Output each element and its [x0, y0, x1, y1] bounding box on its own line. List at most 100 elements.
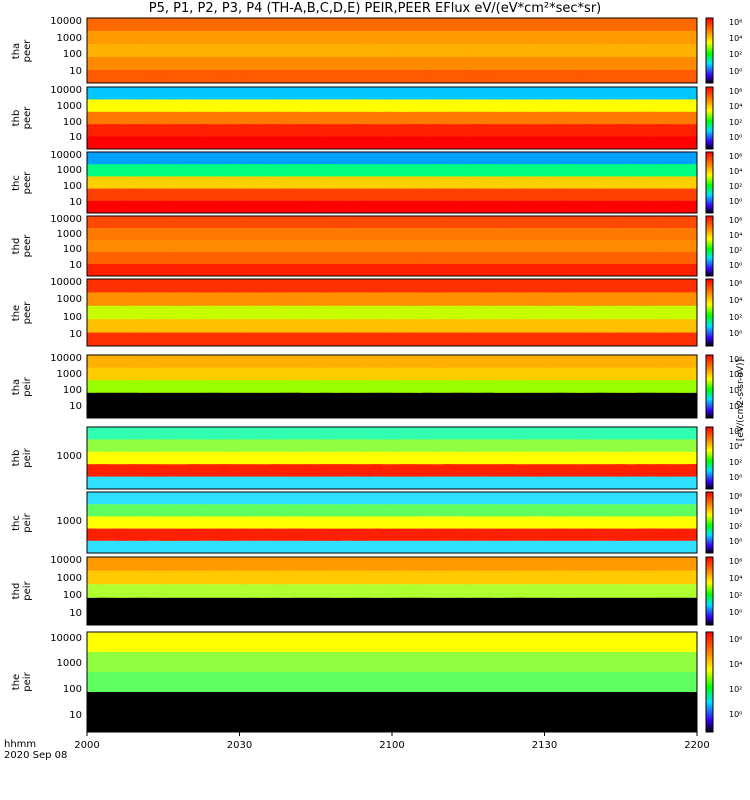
spectrogram-cell: [595, 498, 606, 505]
spectrogram-cell: [290, 93, 301, 100]
spectrogram-cell: [493, 170, 504, 177]
spectrogram-cell: [453, 305, 464, 313]
spectrogram-cell: [178, 24, 189, 31]
spectrogram-cell: [402, 182, 413, 189]
spectrogram-cell: [127, 392, 138, 400]
spectrogram-cell: [686, 130, 697, 137]
spectrogram-cell: [422, 130, 433, 137]
spectrogram-cell: [575, 31, 586, 38]
spectrogram-cell: [259, 182, 270, 189]
spectrogram-cell: [351, 332, 362, 340]
spectrogram-cell: [351, 682, 362, 692]
spectrogram-cell: [320, 170, 331, 177]
spectrogram-cell: [209, 44, 220, 51]
spectrogram-cell: [280, 405, 291, 412]
spectrogram-cell: [148, 279, 159, 286]
spectrogram-cell: [178, 355, 189, 362]
spectrogram-cell: [412, 142, 423, 149]
spectrogram-cell: [676, 118, 687, 125]
spectrogram-cell: [686, 234, 697, 240]
spectrogram-cell: [595, 194, 606, 201]
spectrogram-cell: [646, 24, 657, 31]
spectrogram-cell: [117, 299, 128, 306]
spectrogram-cell: [473, 216, 484, 222]
spectrogram-cell: [636, 111, 647, 118]
spectrogram-cell: [320, 285, 331, 293]
spectrogram-cell: [473, 111, 484, 118]
spectrogram-cell: [371, 105, 382, 112]
spectrogram-cell: [371, 222, 382, 228]
spectrogram-cell: [87, 285, 98, 293]
spectrogram-cell: [97, 492, 108, 499]
spectrogram-cell: [666, 279, 677, 286]
spectrogram-cell: [575, 510, 586, 517]
spectrogram-cell: [209, 702, 220, 712]
spectrogram-cell: [381, 105, 392, 112]
spectrogram-cell: [463, 152, 474, 159]
spectrogram-cell: [117, 528, 128, 535]
spectrogram-cell: [320, 570, 331, 578]
spectrogram-cell: [656, 361, 667, 368]
spectrogram-cell: [463, 312, 474, 320]
spectrogram-cell: [524, 563, 535, 571]
spectrogram-cell: [259, 152, 270, 159]
spectrogram-cell: [503, 93, 514, 100]
spectrogram-cell: [615, 492, 626, 499]
spectrogram-cell: [239, 136, 250, 143]
spectrogram-cell: [137, 93, 148, 100]
spectrogram-cell: [595, 392, 606, 400]
colorbar: [705, 151, 714, 214]
spectrogram-cell: [239, 577, 250, 585]
spectrogram-cell: [544, 504, 555, 511]
spectrogram-cell: [615, 470, 626, 477]
spectrogram-cell: [392, 246, 403, 252]
spectrogram-cell: [503, 451, 514, 458]
spectrogram-cell: [361, 87, 372, 94]
spectrogram-cell: [361, 470, 372, 477]
spectrogram-cell: [575, 206, 586, 213]
spectrogram-cell: [87, 158, 98, 165]
spectrogram-cell: [290, 164, 301, 171]
spectrogram-cell: [392, 70, 403, 77]
spectrogram-cell: [432, 712, 443, 722]
spectrogram-cell: [381, 439, 392, 446]
spectrogram-cell: [554, 405, 565, 412]
spectrogram-cell: [331, 570, 342, 578]
spectrogram-cell: [483, 563, 494, 571]
spectrogram-cell: [432, 692, 443, 702]
spectrogram-cell: [341, 642, 352, 652]
spectrogram-cell: [676, 246, 687, 252]
spectrogram-cell: [178, 240, 189, 246]
spectrogram-cell: [595, 292, 606, 300]
spectrogram-cell: [290, 37, 301, 44]
spectrogram-cell: [473, 228, 484, 234]
spectrogram-cell: [280, 292, 291, 300]
y-tick-label: 10: [69, 709, 82, 721]
spectrogram-cell: [422, 712, 433, 722]
spectrogram-cell: [249, 270, 260, 276]
spectrogram-cell: [239, 672, 250, 682]
spectrogram-cell: [310, 339, 321, 346]
spectrogram-cell: [625, 498, 636, 505]
spectrogram-cell: [585, 584, 596, 591]
y-tick-label: 100: [62, 49, 82, 61]
y-tick-label: 1000: [56, 658, 82, 670]
spectrogram-cell: [534, 498, 545, 505]
spectrogram-cell: [666, 93, 677, 100]
spectrogram-cell: [127, 170, 138, 177]
spectrogram-cell: [524, 692, 535, 702]
spectrogram-cell: [300, 31, 311, 38]
spectrogram-cell: [575, 516, 586, 523]
spectrogram-cell: [483, 246, 494, 252]
spectrogram-cell: [585, 299, 596, 306]
spectrogram-cell: [107, 18, 118, 25]
spectrogram-cell: [361, 652, 372, 662]
spectrogram-cell: [219, 510, 230, 517]
spectrogram-cell: [473, 672, 484, 682]
spectrogram-cell: [575, 618, 586, 625]
spectrogram-cell: [554, 164, 565, 171]
spectrogram-cell: [595, 93, 606, 100]
spectrogram-cell: [341, 24, 352, 31]
spectrogram-cell: [554, 188, 565, 195]
spectrogram-cell: [483, 252, 494, 258]
